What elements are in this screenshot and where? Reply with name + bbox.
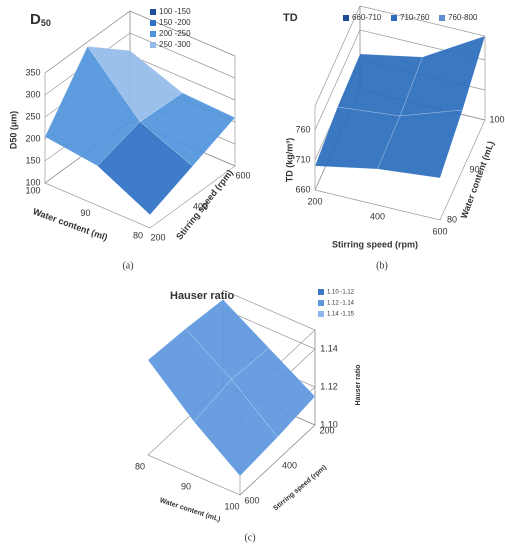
legend-label: 200 -250	[159, 29, 191, 38]
legend-label: 710-760	[400, 13, 430, 22]
panel-title: Hauser ratio	[170, 290, 234, 302]
legend-swatch	[439, 15, 445, 21]
x-tick-label: 600	[235, 170, 250, 180]
x-axis-label: Stirring speed (rpm)	[272, 464, 328, 512]
z-axis-label: D50 (µm)	[8, 111, 18, 149]
legend-label: 150 -200	[159, 18, 191, 27]
x-tick-label: 600	[244, 495, 259, 505]
z-axis-label: TD (kg/m³)	[284, 138, 294, 183]
title-text: Hauser ratio	[170, 290, 234, 302]
legend-swatch	[318, 300, 324, 306]
y-tick-label: 80	[447, 214, 457, 224]
legend-swatch	[318, 311, 324, 317]
y-tick-label: 90	[80, 208, 90, 218]
legend-label: 100 -150	[159, 7, 191, 16]
panel-label: (b)	[376, 260, 388, 271]
surface-patch	[97, 121, 193, 216]
x-tick-label: 400	[193, 201, 208, 211]
x-tick-label: 600	[432, 226, 447, 236]
panel-label: (c)	[244, 532, 255, 543]
legend-swatch	[150, 20, 156, 26]
legend-swatch	[150, 31, 156, 37]
x-axis-label: Stirring speed (rpm)	[332, 239, 418, 249]
x-tick-label: 200	[307, 196, 322, 206]
legend-label: 660-710	[352, 13, 382, 22]
z-axis-label: Hauser ratio	[355, 365, 362, 406]
z-tick-label: 300	[25, 89, 40, 99]
z-tick-label: 200	[25, 133, 40, 143]
x-tick-label: 200	[319, 425, 334, 435]
x-tick-label: 400	[370, 211, 385, 221]
y-tick-label: 90	[181, 481, 191, 491]
y-axis-label: Water content (mL)	[459, 140, 496, 220]
panel: 1.10 1.12 1.14 200 400 600 80 90 100 Hauser ratio…	[135, 289, 362, 543]
y-axis-label: Water content (mL)	[159, 497, 222, 523]
x-axis-label: Stirring speed (rpm)	[174, 168, 235, 242]
z-tick-label: 350	[25, 67, 40, 77]
y-tick-label: 100	[489, 114, 504, 124]
z-tick-label: 710	[295, 154, 310, 164]
y-tick-label: 90	[469, 164, 479, 174]
y-tick-label: 80	[133, 230, 143, 240]
y-tick-label: 100	[224, 501, 239, 511]
y-tick-label: 100	[25, 185, 40, 195]
legend-swatch	[343, 15, 349, 21]
title-subscript: 50	[41, 18, 51, 28]
legend-swatch	[150, 9, 156, 15]
legend-label: 250 -300	[159, 40, 191, 49]
panel-title: TD	[283, 12, 298, 24]
title-text: D	[30, 11, 41, 28]
z-tick-label: 1.10	[320, 419, 338, 429]
title-text: TD	[283, 12, 298, 24]
z-tick-label: 1.14	[320, 343, 338, 353]
x-tick-label: 400	[282, 460, 297, 470]
surface-patch	[193, 378, 278, 477]
legend-label: 1.12 -1.14	[327, 301, 355, 307]
z-tick-label: 660	[295, 184, 310, 194]
panel: 100 150 200 250 300 350 200 400 600 80 90 100 D50 100…	[8, 7, 250, 271]
y-axis-label: Water content (ml)	[32, 206, 109, 242]
grid-line	[44, 10, 236, 74]
z-tick-label: 760	[295, 124, 310, 134]
z-tick-label: 1.12	[320, 381, 338, 391]
z-tick-label: 250	[25, 111, 40, 121]
legend-swatch	[391, 15, 397, 21]
legend-label: 760-800	[448, 13, 478, 22]
surface-patch	[377, 109, 463, 179]
legend-label: 1.14 -1.15	[327, 312, 355, 318]
legend-swatch	[318, 289, 324, 295]
y-tick-label: 80	[135, 461, 145, 471]
legend-swatch	[150, 42, 156, 48]
z-tick-label: 100	[25, 177, 40, 187]
x-tick-label: 200	[150, 232, 165, 242]
legend-label: 1.10 -1.12	[327, 290, 355, 296]
panel-label: (a)	[122, 260, 133, 271]
grid-line	[44, 32, 236, 96]
z-tick-label: 150	[25, 155, 40, 165]
panel-title: D50	[30, 11, 51, 28]
